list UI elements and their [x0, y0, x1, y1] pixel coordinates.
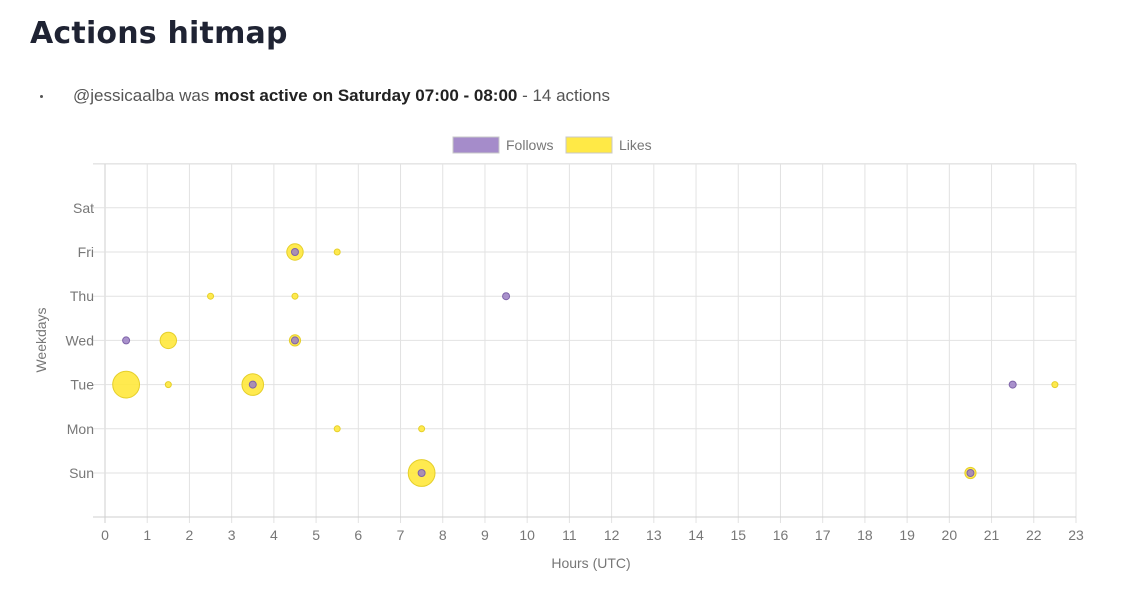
x-tick-label: 11 — [562, 527, 577, 543]
x-tick-label: 8 — [439, 527, 447, 543]
x-tick-label: 1 — [143, 527, 151, 543]
legend-swatch-follows[interactable] — [452, 136, 500, 154]
bubble-follows[interactable] — [248, 380, 257, 389]
y-tick-label: Wed — [65, 332, 94, 348]
x-tick-label: 19 — [899, 527, 915, 543]
bubble-likes[interactable] — [112, 370, 141, 399]
bubble-follows[interactable] — [417, 469, 426, 477]
y-tick-label: Thu — [70, 288, 94, 304]
bubble-follows[interactable] — [1008, 380, 1017, 389]
x-tick-label: 4 — [270, 527, 278, 543]
y-tick-label: Fri — [78, 244, 94, 260]
legend-label-likes[interactable]: Likes — [619, 137, 652, 153]
summary-connector: was — [174, 86, 215, 105]
x-tick-label: 12 — [604, 527, 620, 543]
bubble-follows[interactable] — [290, 336, 299, 345]
summary-highlight: most active on Saturday 07:00 - 08:00 — [214, 86, 518, 105]
chart-points — [112, 243, 1059, 487]
bubble-likes[interactable] — [333, 248, 341, 256]
page-title: Actions hitmap — [30, 16, 288, 51]
x-tick-label: 13 — [646, 527, 662, 543]
x-tick-label: 20 — [942, 527, 958, 543]
bubble-likes[interactable] — [164, 381, 172, 389]
x-axis-label: Hours (UTC) — [551, 555, 630, 571]
x-tick-label: 22 — [1026, 527, 1042, 543]
x-tick-label: 9 — [481, 527, 489, 543]
bubble-follows[interactable] — [290, 248, 299, 256]
bubble-likes[interactable] — [333, 425, 341, 433]
x-tick-label: 23 — [1068, 527, 1084, 543]
y-tick-label: Sun — [69, 465, 94, 481]
x-tick-label: 3 — [228, 527, 236, 543]
y-tick-label: Tue — [70, 377, 94, 393]
bubble-follows[interactable] — [122, 336, 131, 345]
y-tick-label: Mon — [67, 421, 94, 437]
bubble-follows[interactable] — [502, 292, 511, 301]
chart-grid — [93, 163, 1077, 523]
x-tick-label: 6 — [354, 527, 362, 543]
x-tick-label: 2 — [186, 527, 194, 543]
x-tick-label: 15 — [730, 527, 746, 543]
y-axis-label: Weekdays — [33, 307, 49, 372]
x-tick-label: 21 — [984, 527, 1000, 543]
chart-legend: Follows Likes — [452, 136, 652, 154]
legend-swatch-likes[interactable] — [565, 136, 613, 154]
summary-separator: - — [517, 86, 533, 105]
x-tick-label: 14 — [688, 527, 704, 543]
bubble-likes[interactable] — [207, 292, 215, 300]
x-tick-label: 5 — [312, 527, 320, 543]
chart-ticks: 0 1 2 3 4 5 6 7 8 9 10 11 12 13 14 15 16 17 18 19 20 21 22 23Su… — [65, 200, 1084, 543]
bubble-likes[interactable] — [418, 425, 426, 433]
x-tick-label: 18 — [857, 527, 873, 543]
summary-count: 14 actions — [532, 86, 610, 105]
legend-label-follows[interactable]: Follows — [506, 137, 553, 153]
x-tick-label: 16 — [773, 527, 789, 543]
x-tick-label: 0 — [101, 527, 109, 543]
y-tick-label: Sat — [73, 200, 94, 216]
summary-username: @jessicaalba — [73, 86, 175, 105]
bubble-likes[interactable] — [1051, 381, 1059, 389]
bubble-follows[interactable] — [966, 469, 975, 477]
bullet-icon — [40, 94, 43, 98]
bubble-likes[interactable] — [159, 331, 178, 350]
x-tick-label: 10 — [519, 527, 535, 543]
x-tick-label: 17 — [815, 527, 831, 543]
x-tick-label: 7 — [397, 527, 405, 543]
bubble-likes[interactable] — [291, 292, 299, 300]
activity-summary: @jessicaalba was most active on Saturday… — [40, 86, 610, 106]
